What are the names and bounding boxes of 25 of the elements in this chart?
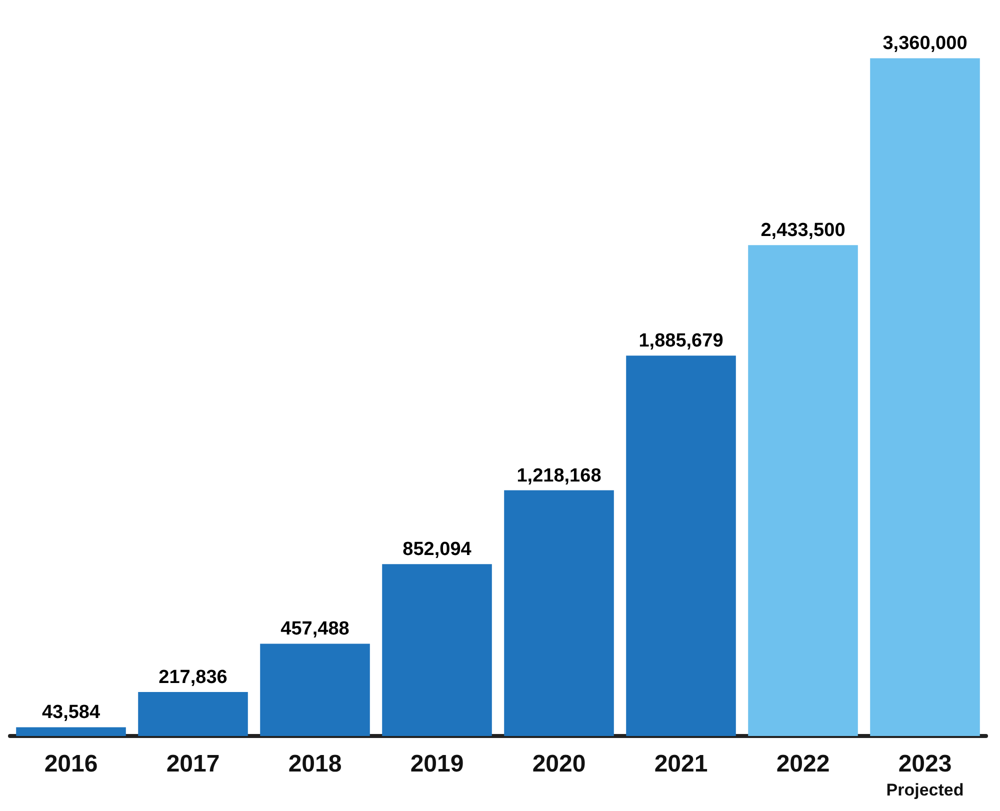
- x-tick-label: 2016: [44, 750, 98, 778]
- bar: [16, 727, 126, 736]
- bar: [504, 490, 614, 736]
- x-tick-label: 2023: [898, 750, 952, 778]
- bar: [748, 245, 858, 736]
- text: Projected: [886, 780, 964, 800]
- bar: [138, 692, 248, 736]
- bar: [260, 644, 370, 736]
- x-tick-label: 2017: [166, 750, 220, 778]
- bar: [870, 58, 980, 736]
- x-tick-label: 2022: [776, 750, 830, 778]
- x-tick-label: 2021: [654, 750, 708, 778]
- x-tick-label: 2018: [288, 750, 342, 778]
- data-label: 1,218,168: [516, 465, 602, 486]
- data-label: 2,433,500: [760, 220, 846, 242]
- data-label: 217,836: [158, 667, 228, 688]
- data-label: 3,360,000: [882, 33, 968, 54]
- data-label: 1,885,679: [638, 330, 724, 352]
- x-tick-label: 2019: [410, 750, 464, 778]
- data-label: 457,488: [280, 618, 350, 640]
- bar: [382, 564, 492, 736]
- x-tick-label: 2020: [532, 750, 586, 778]
- data-label: 852,094: [402, 539, 472, 560]
- bar: [626, 356, 736, 736]
- data-label: 43,584: [42, 702, 100, 724]
